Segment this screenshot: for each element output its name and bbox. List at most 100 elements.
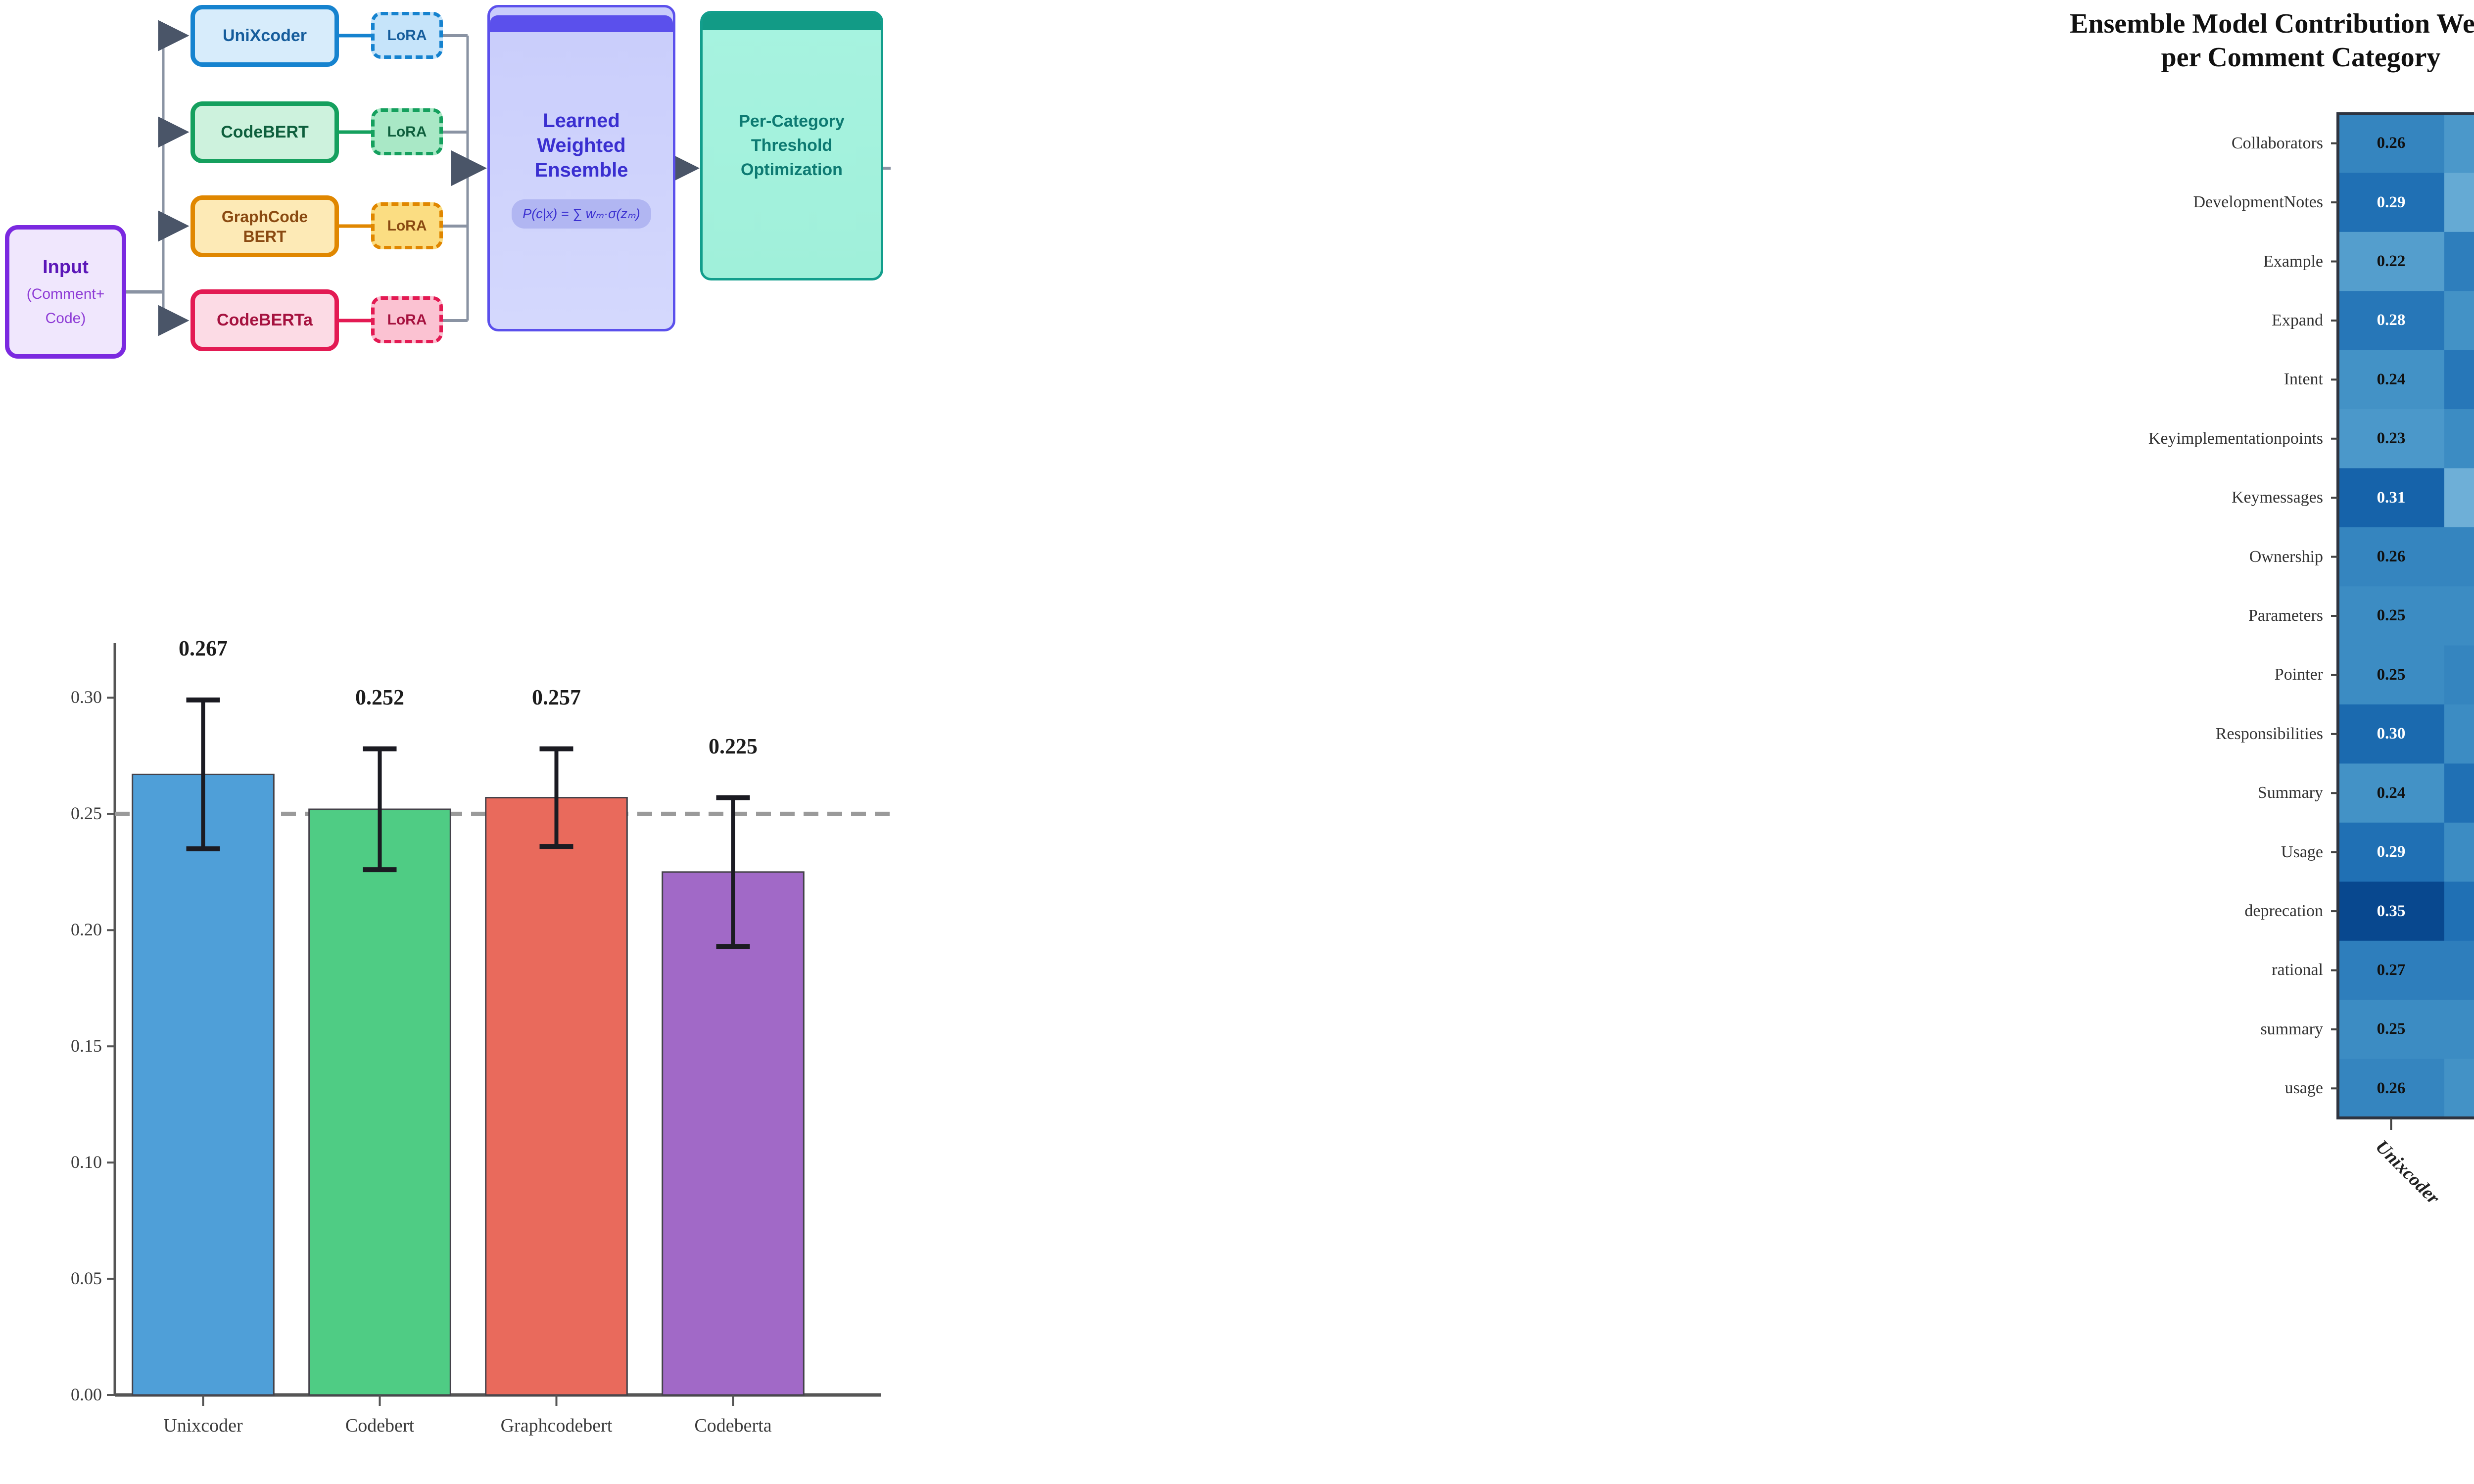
node-codebert[interactable]: CodeBERT (190, 101, 339, 163)
heatmap-cell: 0.25 (2377, 1020, 2406, 1038)
heatmap-cell: 0.25 (2444, 586, 2474, 645)
bar-y-tick-label: 0.05 (71, 1268, 102, 1289)
heatmap-row-label: Parameters (2248, 606, 2323, 625)
heatmap-cell: 0.23 (2444, 114, 2474, 173)
threshold-title-2: Threshold (751, 136, 833, 155)
heatmap-row-label: Usage (2281, 842, 2323, 861)
bar-category-label: Codeberta (694, 1415, 772, 1436)
heatmap-cell: 0.24 (2444, 291, 2474, 350)
heatmap-row-label: Pointer (2274, 665, 2323, 684)
node-lora-codebert-label: LoRA (387, 123, 427, 140)
heatmap-row-label: usage (2284, 1079, 2323, 1098)
heatmap-cell: 0.24 (2377, 784, 2406, 802)
heatmap-cell: 0.25 (2377, 665, 2406, 684)
node-lora-graphcodebert[interactable]: LoRA (371, 202, 443, 249)
ensemble-formula: P(c|x) = ∑ wₘ·σ(zₘ) (512, 199, 651, 229)
heatmap-title-line-2: per Comment Category (2161, 42, 2441, 73)
heatmap-cell: 0.35 (2377, 902, 2406, 920)
node-per-category-threshold-optimization[interactable]: Per-Category Threshold Optimization (700, 11, 883, 280)
node-input[interactable]: Input (Comment+ Code) (5, 225, 126, 359)
heatmap-row-label: Keyimplementationpoints (2148, 429, 2323, 448)
heatmap-cell: 0.22 (2377, 252, 2406, 271)
bar-y-tick-label: 0.25 (71, 803, 102, 824)
heatmap-cell: 0.20 (2444, 173, 2474, 232)
node-input-subtitle-2: Code) (45, 310, 86, 326)
ensemble-title-1: Learned (543, 109, 620, 132)
bar-y-tick-label: 0.00 (71, 1385, 102, 1404)
heatmap-row-label: Keymessages (2231, 488, 2323, 507)
heatmap-cell: 0.24 (2444, 1059, 2474, 1118)
node-lora-codebert[interactable]: LoRA (371, 108, 443, 155)
heatmap-row-label: deprecation (2244, 902, 2323, 921)
heatmap-row-label: Example (2263, 252, 2323, 271)
heatmap-row-label: Expand (2272, 311, 2323, 329)
heatmap-cell: 0.25 (2444, 704, 2474, 763)
heatmap-cell: 0.27 (2377, 961, 2406, 979)
node-lora-unixcoder-label: LoRA (387, 27, 427, 44)
heatmap-cell: 0.27 (2444, 232, 2474, 291)
heatmap-cell: 0.26 (2444, 527, 2474, 586)
diagram-connectors (126, 20, 891, 336)
ensemble-title-2: Weighted (537, 134, 626, 156)
bar-value-label: 0.225 (709, 734, 758, 758)
node-codebert-label: CodeBERT (221, 123, 309, 142)
heatmap-row-label: DevelopmentNotes (2193, 193, 2324, 212)
heatmap-cell: 0.25 (2444, 1000, 2474, 1059)
heatmap-cell: 0.29 (2444, 881, 2474, 940)
heatmap-cell: 0.25 (2444, 409, 2474, 468)
heatmap-cell: 0.30 (2377, 725, 2406, 743)
architecture-diagram: Input (Comment+ Code) UniXcoder LoRA Cod… (0, 0, 1633, 648)
bar-chart: 0.00 0.05 0.10 0.15 0.20 0.25 0.30 0.267 Unixcod… (0, 636, 891, 1484)
bar-y-tick-label: 0.10 (71, 1152, 102, 1172)
node-lora-codeberta[interactable]: LoRA (371, 296, 443, 343)
node-graphcodebert[interactable]: GraphCode BERT (190, 195, 339, 257)
heatmap-row-label: Summary (2257, 784, 2323, 802)
heatmap-title-line-1: Ensemble Model Contribution Weights (2070, 8, 2474, 39)
node-learned-weighted-ensemble[interactable]: Learned Weighted Ensemble P(c|x) = ∑ wₘ·… (487, 5, 675, 331)
node-lora-unixcoder[interactable]: LoRA (371, 12, 443, 59)
heatmap-row-label: Collaborators (2231, 134, 2323, 152)
node-unixcoder[interactable]: UniXcoder (190, 5, 339, 67)
heatmap-cell: 0.29 (2444, 764, 2474, 823)
heatmap-cell: 0.25 (2377, 606, 2406, 625)
bar-category-label: Graphcodebert (500, 1415, 613, 1436)
bar-y-tick-label: 0.20 (71, 920, 102, 940)
heatmap-cell: 0.19 (2444, 468, 2474, 527)
node-graphcodebert-label-1: GraphCode (221, 207, 308, 226)
heatmap-cell: 0.25 (2444, 823, 2474, 881)
heatmap-row-label: Responsibilities (2215, 724, 2323, 743)
threshold-title-1: Per-Category (739, 111, 845, 131)
node-codeberta[interactable]: CodeBERTa (190, 289, 339, 351)
node-graphcodebert-label-2: BERT (243, 227, 286, 245)
node-input-title: Input (43, 257, 89, 278)
bar-category-label: Codebert (345, 1415, 415, 1436)
node-lora-graphcodebert-label: LoRA (387, 217, 427, 234)
heatmap-cell: 0.29 (2377, 843, 2406, 861)
bar-category-label: Unixcoder (163, 1415, 243, 1436)
heatmap-cell: 0.26 (2444, 646, 2474, 704)
threshold-header-bar (703, 13, 881, 30)
heatmap-cell: 0.27 (2444, 941, 2474, 1000)
heatmap-cell: 0.23 (2377, 429, 2406, 448)
node-input-subtitle-1: (Comment+ (26, 285, 105, 302)
heatmap-cell: 0.28 (2377, 311, 2406, 329)
heatmap-cell: 0.29 (2377, 193, 2406, 211)
heatmap-row-label: rational (2272, 961, 2323, 979)
heatmap-cell: 0.26 (2377, 548, 2406, 566)
bar-value-label: 0.252 (355, 685, 404, 709)
bar-chart-plot (107, 643, 891, 1406)
heatmap-row-label: Intent (2284, 370, 2323, 389)
heatmap-chart: Ensemble Model Contribution Weights per … (1633, 0, 2474, 1484)
ensemble-title-3: Ensemble (534, 159, 628, 181)
heatmap-cell: 0.31 (2377, 488, 2406, 507)
heatmap-title: Ensemble Model Contribution Weights per … (1633, 7, 2474, 75)
ensemble-header-bar (490, 15, 673, 32)
heatmap-cell: 0.26 (2377, 1079, 2406, 1097)
heatmap-cell: 0.26 (2377, 134, 2406, 152)
node-codeberta-label: CodeBERTa (217, 311, 313, 330)
bar-value-label: 0.267 (179, 636, 228, 661)
bar-y-tick-label: 0.30 (71, 687, 102, 707)
bar-y-tick-label: 0.15 (71, 1036, 102, 1056)
heatmap-plot (2331, 112, 2474, 1130)
